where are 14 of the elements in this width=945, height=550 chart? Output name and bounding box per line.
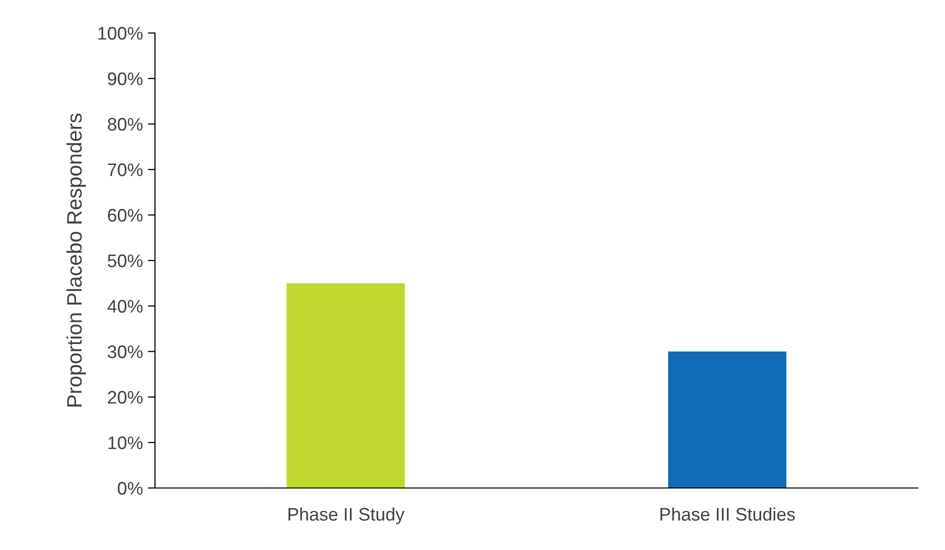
y-tick-label: 90%: [108, 72, 143, 86]
y-tick-label: 20%: [108, 390, 143, 404]
y-tick-label: 70%: [108, 163, 143, 176]
y-tick-label: 40%: [107, 300, 143, 313]
x-tick-label: Phase III Studies: [660, 507, 795, 521]
y-tick-label: 30%: [108, 345, 143, 358]
y-tick-label: 50%: [108, 254, 143, 268]
y-tick-label: 60%: [108, 208, 143, 222]
y-tick-label: 80%: [108, 118, 143, 131]
y-tick-label: 100%: [98, 26, 143, 40]
y-tick-label: 0%: [118, 482, 143, 495]
x-tick-label: Phase II Study: [288, 507, 404, 524]
y-axis-title: Proportion Placebo Responders: [66, 114, 86, 406]
y-tick-label: 10%: [108, 436, 143, 450]
